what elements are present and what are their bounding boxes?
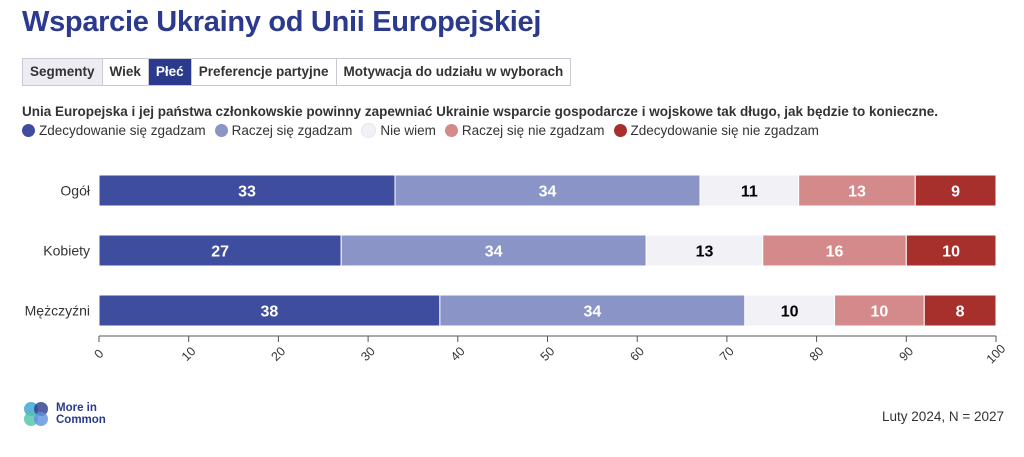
x-tick-label: 40 [448, 344, 468, 364]
bar-segment [762, 234, 907, 267]
survey-note: Luty 2024, N = 2027 [882, 409, 1004, 424]
data-label: 10 [870, 304, 888, 321]
logo-icon [24, 402, 48, 426]
bar-segment [923, 294, 997, 327]
legend-swatch-3 [361, 123, 377, 138]
data-label: 13 [848, 184, 866, 201]
bar-segment [834, 294, 925, 327]
x-tick-label: 30 [358, 344, 378, 364]
data-label: 10 [942, 244, 960, 261]
tab-motywacja[interactable]: Motywacja do udziału w wyborach [336, 59, 571, 85]
x-tick-label: 60 [627, 344, 647, 364]
bar-segment [394, 174, 701, 207]
x-tick-label: 70 [717, 344, 737, 364]
data-label: 33 [238, 184, 256, 201]
page-title: Wsparcie Ukrainy od Unii Europejskiej [22, 6, 542, 38]
x-tick-label: 90 [896, 344, 916, 364]
tab-preferencje-partyjne[interactable]: Preferencje partyjne [191, 59, 337, 85]
bar-segment [914, 174, 997, 207]
logo-text: More in Common [56, 402, 106, 426]
data-label: 9 [951, 184, 960, 201]
data-label: 16 [826, 244, 844, 261]
tab-bar: Segmenty Wiek Płeć Preferencje partyjne … [22, 58, 572, 86]
bar-segment [98, 234, 342, 267]
category-label: Mężczyźni [25, 303, 90, 319]
x-tick-label: 100 [984, 342, 1009, 367]
data-label: 8 [956, 304, 965, 321]
bar-segment [98, 174, 396, 207]
stacked-bar-chart: Ogół 33 34 11 13 9 Kobiety 27 34 13 16 10 Mężczyźni 3… [25, 174, 1009, 367]
data-label: 11 [741, 184, 758, 201]
legend-swatch-4 [444, 124, 458, 137]
tab-plec[interactable]: Płeć [148, 59, 192, 85]
legend-label-2: Raczej się zgadzam [231, 123, 353, 138]
legend-swatch-5 [613, 124, 627, 137]
legend-label-4: Raczej się nie zgadzam [461, 123, 605, 138]
x-tick-label: 80 [807, 344, 827, 364]
legend-item-1: Zdecydowanie się zgadzam [22, 123, 206, 138]
tab-wiek[interactable]: Wiek [102, 59, 149, 85]
category-label: Ogół [60, 183, 90, 199]
x-tick-label: 50 [538, 344, 558, 364]
data-label: 38 [261, 304, 279, 321]
data-label: 10 [781, 304, 799, 321]
bar-segment [439, 294, 746, 327]
bar-segment [645, 234, 764, 267]
data-label: 34 [539, 184, 557, 201]
legend-label-1: Zdecydowanie się zgadzam [39, 123, 206, 138]
data-label: 34 [583, 304, 601, 321]
bar-segment [744, 294, 836, 327]
category-label: Kobiety [43, 243, 90, 259]
tab-segmenty[interactable]: Segmenty [23, 59, 103, 85]
legend-swatch-2 [214, 124, 228, 137]
legend-label-5: Zdecydowanie się nie zgadzam [630, 123, 819, 138]
legend-item-2: Raczej się zgadzam [214, 123, 353, 138]
x-tick-label: 20 [269, 344, 289, 364]
more-in-common-logo: More in Common [22, 400, 116, 428]
legend-item-5: Zdecydowanie się nie zgadzam [613, 123, 819, 138]
chart-question: Unia Europejska i jej państwa członkowsk… [22, 104, 939, 119]
legend-item-3: Nie wiem [361, 123, 436, 138]
data-label: 27 [211, 244, 229, 261]
data-label: 34 [485, 244, 503, 261]
x-tick-label: 0 [92, 347, 107, 362]
bar-segment [905, 234, 997, 267]
legend-label-3: Nie wiem [380, 123, 436, 138]
legend-item-4: Raczej się nie zgadzam [444, 123, 605, 138]
x-tick-label: 10 [179, 344, 199, 364]
chart-legend: Zdecydowanie się zgadzam Raczej się zgad… [22, 123, 828, 138]
legend-swatch-1 [22, 124, 35, 137]
data-label: 13 [696, 244, 714, 261]
bar-segment [340, 234, 647, 267]
bar-segment [699, 174, 800, 207]
